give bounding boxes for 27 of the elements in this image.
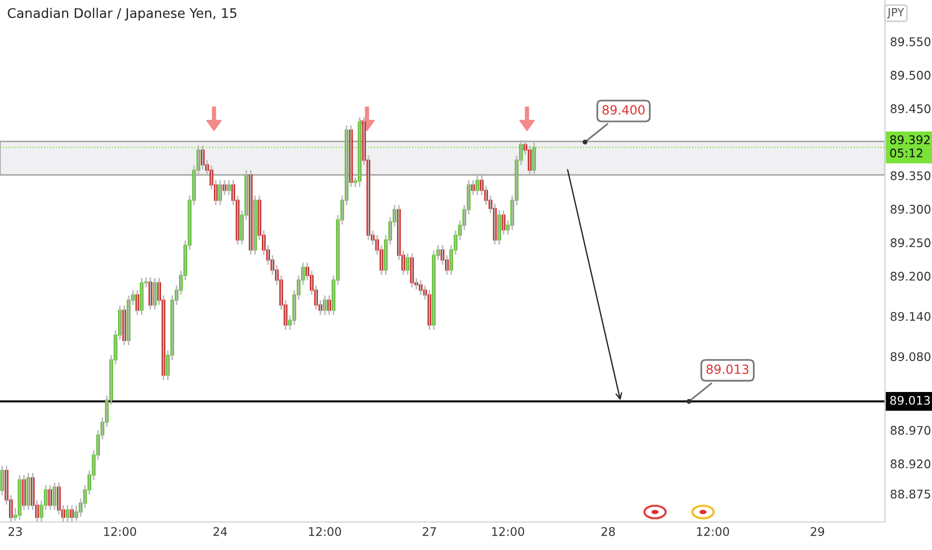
y-tick-label: 89.500 [890, 70, 930, 80]
y-tick-label: 89.200 [890, 272, 930, 281]
x-tick-label: 12:00 [309, 527, 342, 536]
y-tick-label: 88.970 [890, 426, 930, 435]
y-tick-label: 89.300 [890, 204, 930, 214]
text: Canadian Dollar / Japanese Yen, 15 [8, 8, 236, 21]
x-tick-label: 12:00 [492, 527, 524, 536]
annotation: 89.400 [602, 105, 645, 115]
ref-line-label: 89.013 [890, 396, 930, 405]
x-tick-label: 23 [8, 527, 22, 536]
y-tick-label: 89.080 [890, 352, 930, 362]
x-tick-label: 27 [422, 527, 436, 536]
x-tick-label: 12:00 [697, 527, 730, 536]
y-tick-label: 88.875 [890, 490, 930, 499]
x-tick-label: 12:00 [104, 527, 136, 536]
text: JPY [887, 8, 904, 18]
y-tick-label: 89.140 [890, 312, 930, 321]
y-tick-label: 89.450 [890, 104, 930, 114]
y-tick-label: 89.550 [890, 37, 930, 46]
annotation: 89.013 [706, 364, 748, 374]
x-tick-label: 29 [810, 527, 824, 536]
y-tick-label: 89.350 [890, 171, 930, 180]
x-tick-label: 28 [602, 527, 615, 536]
y-tick-label: 89.250 [890, 238, 930, 248]
ref-line-label: 89.392 05:12 [890, 135, 930, 158]
y-tick-label: 88.920 [890, 459, 930, 468]
x-tick-label: 24 [214, 527, 228, 536]
